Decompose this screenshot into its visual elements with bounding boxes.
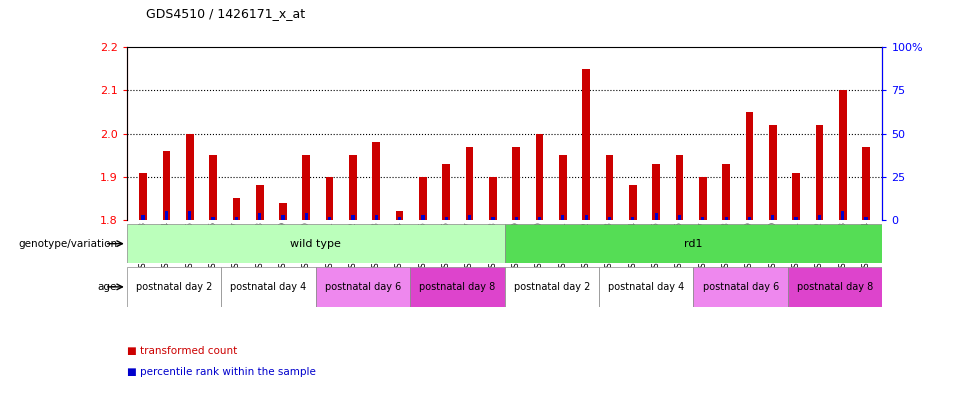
Bar [212,217,214,220]
Bar [305,213,308,220]
Bar [838,90,846,220]
Bar [841,211,844,220]
Text: postnatal day 8: postnatal day 8 [797,282,874,292]
Bar [468,215,471,220]
Bar [631,217,635,220]
Bar [605,155,613,220]
Bar [235,217,238,220]
Bar [748,217,751,220]
Bar [505,267,599,307]
Bar [585,215,588,220]
Bar [699,177,707,220]
Bar [788,267,882,307]
Bar [349,155,357,220]
Text: postnatal day 2: postnatal day 2 [136,282,213,292]
Bar [769,125,777,220]
Bar [515,217,518,220]
Bar [466,147,474,220]
Bar [316,267,410,307]
Bar [693,267,788,307]
Bar [862,147,870,220]
Bar [398,217,402,220]
Bar [141,215,144,220]
Bar [513,147,520,220]
Bar [654,213,658,220]
Bar [127,224,505,263]
Bar [232,198,240,220]
Text: postnatal day 2: postnatal day 2 [514,282,590,292]
Bar [538,217,541,220]
Bar [221,267,316,307]
Text: genotype/variation: genotype/variation [18,239,117,249]
Bar [701,217,704,220]
Bar [210,155,216,220]
Bar [326,177,333,220]
Bar [491,217,494,220]
Bar [374,215,378,220]
Bar [372,142,380,220]
Bar [652,164,660,220]
Bar [505,224,882,263]
Bar [865,217,868,220]
Bar [599,267,693,307]
Bar [165,211,168,220]
Bar [396,211,404,220]
Bar [676,155,683,220]
Bar [258,213,261,220]
Text: postnatal day 4: postnatal day 4 [230,282,306,292]
Text: wild type: wild type [291,239,341,249]
Bar [722,164,730,220]
Text: postnatal day 6: postnatal day 6 [325,282,401,292]
Bar [186,134,194,220]
Bar [255,185,263,220]
Bar [818,215,821,220]
Bar [188,211,191,220]
Bar [282,215,285,220]
Bar [410,267,505,307]
Text: age: age [98,282,117,292]
Bar [795,217,798,220]
Bar [489,177,496,220]
Text: postnatal day 6: postnatal day 6 [703,282,779,292]
Bar [421,215,424,220]
Bar [582,69,590,220]
Bar [419,177,427,220]
Bar [443,164,450,220]
Bar [535,134,543,220]
Bar [127,267,221,307]
Bar [607,217,611,220]
Bar [678,215,682,220]
Text: postnatal day 4: postnatal day 4 [608,282,684,292]
Text: GDS4510 / 1426171_x_at: GDS4510 / 1426171_x_at [146,7,305,20]
Bar [279,203,287,220]
Text: rd1: rd1 [684,239,703,249]
Bar [302,155,310,220]
Bar [746,112,754,220]
Bar [559,155,566,220]
Bar [163,151,171,220]
Bar [139,173,147,220]
Text: ■ transformed count: ■ transformed count [127,346,237,356]
Bar [771,215,774,220]
Bar [629,185,637,220]
Bar [793,173,800,220]
Bar [328,217,332,220]
Text: ■ percentile rank within the sample: ■ percentile rank within the sample [127,367,316,377]
Bar [445,217,448,220]
Bar [724,217,727,220]
Text: postnatal day 8: postnatal day 8 [419,282,495,292]
Bar [351,215,355,220]
Bar [562,215,565,220]
Bar [815,125,823,220]
